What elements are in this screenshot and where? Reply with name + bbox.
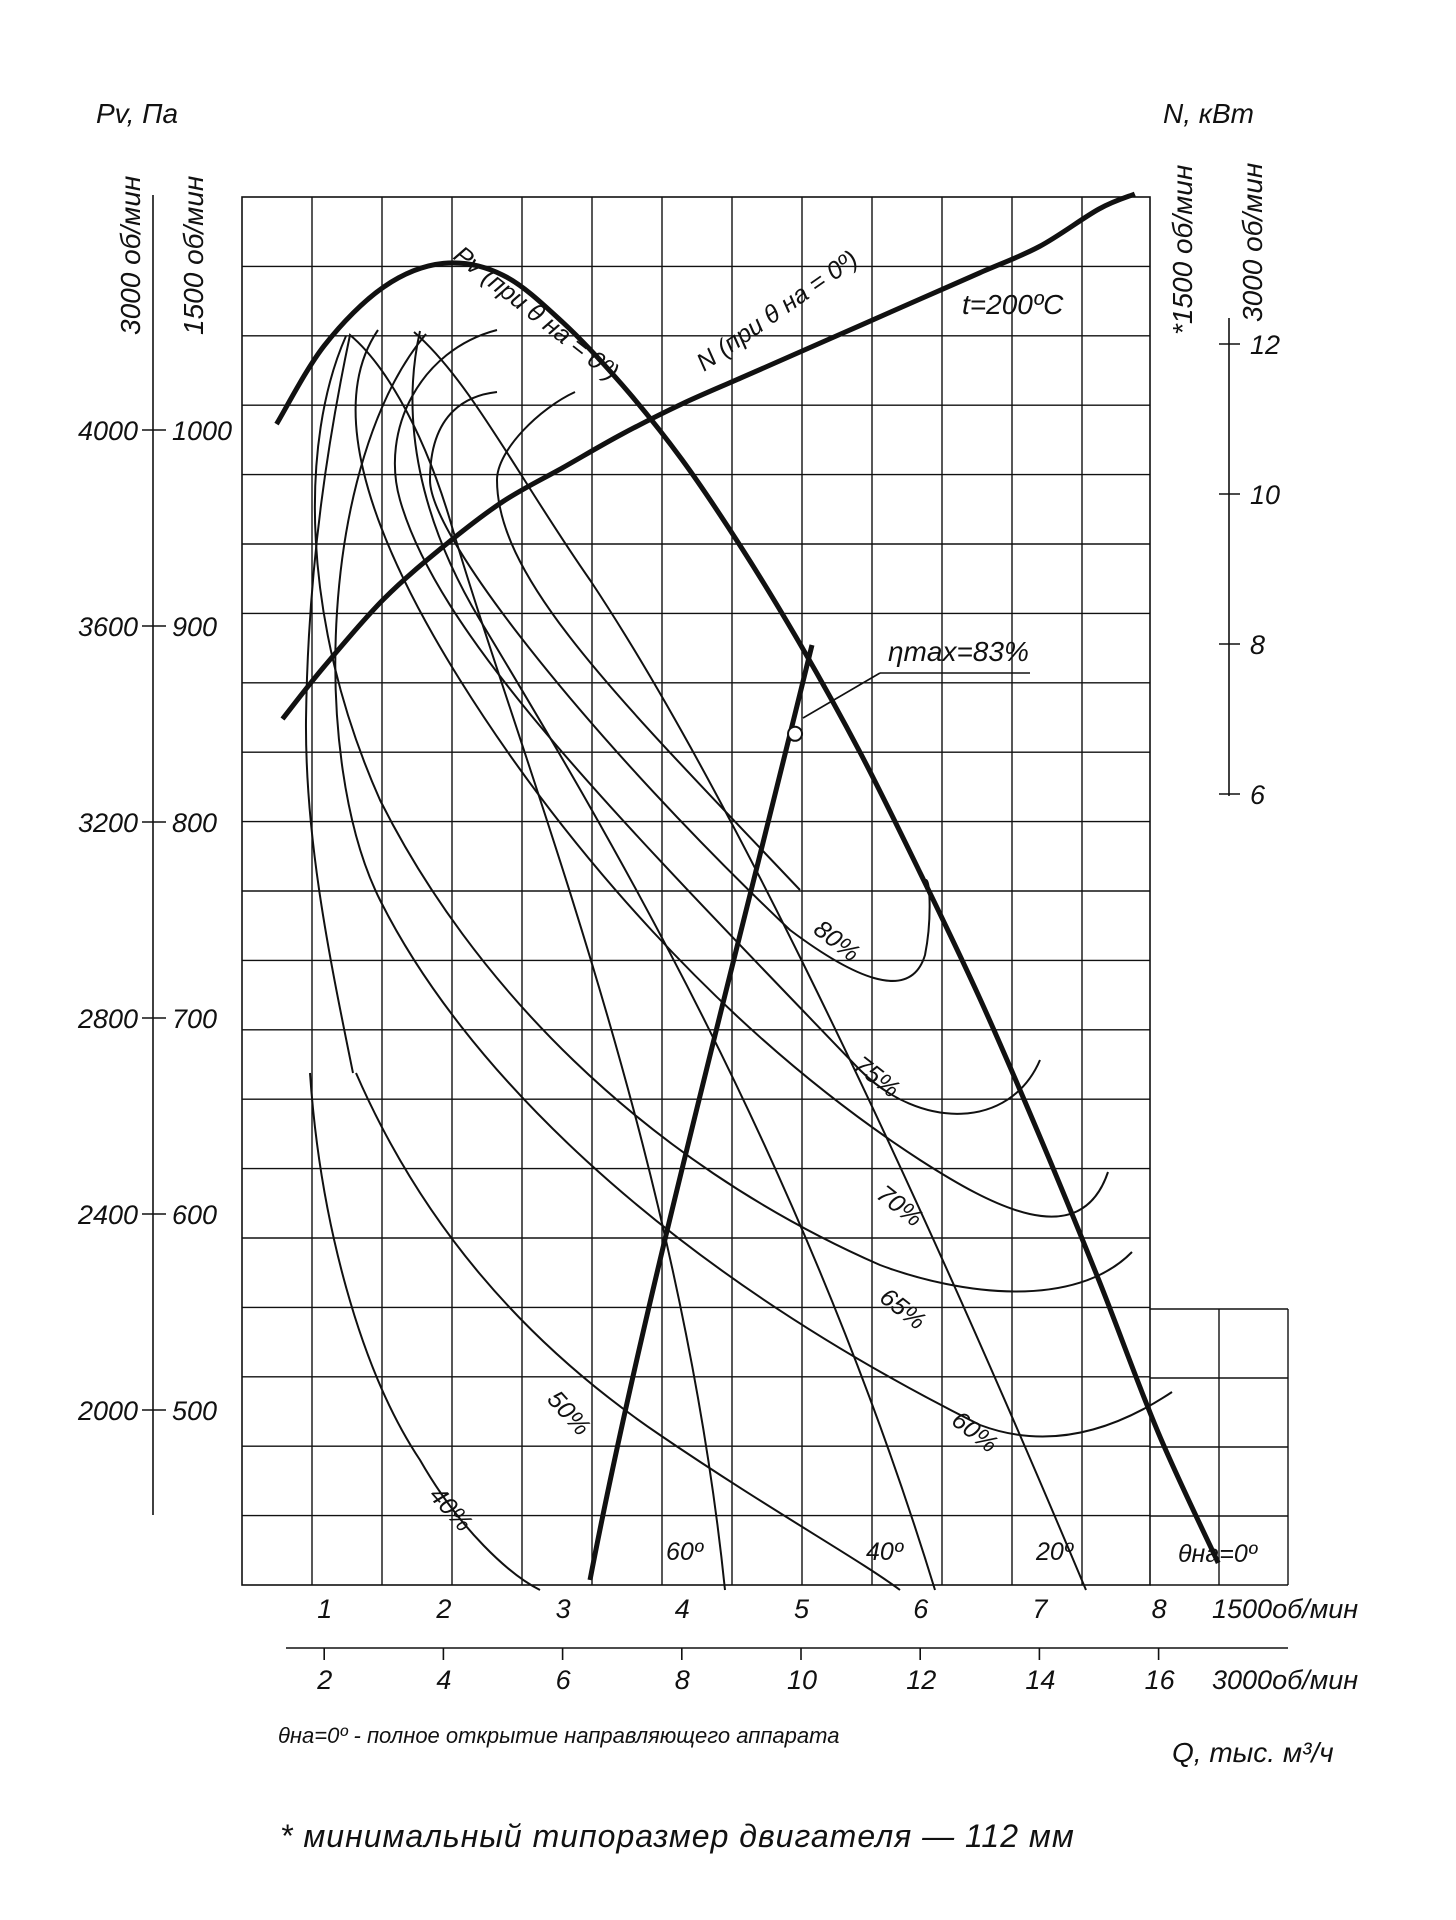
main-curves [274,191,1221,1581]
vane-curve-20 [413,331,1087,1591]
x-axis-3000-label: 3000об/мин [1212,1665,1358,1695]
vane-label-40: 40º [866,1538,905,1566]
left-axis-label: Pv, Па [96,98,178,129]
left-tick-label-3000: 2800 [77,1004,138,1034]
left-tick-label-1500: 900 [172,612,217,642]
left-tick-label-1500: 1000 [172,416,232,446]
left-axis: Pv, Па 3000 об/мин 1500 об/мин 4000 1000 3… [77,98,232,1515]
x-tick-label-1500: 2 [435,1594,451,1624]
efficiency-curve-70 [354,329,1109,1218]
eta-max-marker: ηmax=83% [787,636,1030,742]
pv-curve [274,260,1221,1564]
x-tick-label-1500: 3 [556,1594,571,1624]
x-axis-3000-ticks: 2 4 6 8 10 12 14 16 [316,1648,1176,1695]
left-tick-label-3000: 3600 [78,612,138,642]
x-tick-label-1500: 7 [1032,1594,1048,1624]
left-tick-label-1500: 500 [172,1396,217,1426]
eta-max-point [787,725,804,742]
x-tick-label-3000: 6 [556,1665,572,1695]
x-tick-label-3000: 4 [436,1665,451,1695]
vane-label-60: 60º [666,1538,705,1566]
efficiency-label-80: 80% [808,915,865,968]
left-axis-ticks: 4000 1000 3600 900 3200 800 2800 700 2400 600 2000… [77,416,232,1426]
x-tick-label-3000: 12 [906,1665,936,1695]
x-axis-1500-ticks: 1 2 3 4 5 6 7 8 [317,1594,1166,1624]
efficiency-curve-40 [309,1072,541,1591]
vane-curve-40 [411,330,936,1591]
efficiency-label-75: 75% [848,1051,905,1104]
motor-note: * минимальный типоразмер двигателя — 112… [280,1818,1075,1854]
right-tick-label: 10 [1250,480,1280,510]
left-axis-scale-3000: 3000 об/мин [115,176,146,335]
n-curve-label: N (при θ на = 0º) [691,245,863,377]
left-axis-scale-1500: 1500 об/мин [178,176,209,335]
left-tick-label-1500: 600 [172,1200,217,1230]
left-tick-label-3000: 2000 [77,1396,138,1426]
vane-label-20: 20º [1035,1538,1075,1566]
x-tick-label-3000: 2 [316,1665,332,1695]
efficiency-curve-65 [313,335,1133,1293]
horizontal-grid [242,265,1150,1517]
efficiency-curve-80-inner [495,391,801,891]
x-axis-unit: Q, тыс. м³/ч [1172,1737,1334,1768]
right-axis-ticks: 12 10 8 6 [1219,330,1280,810]
right-tick-label: 6 [1250,780,1266,810]
vane-angle-curves [304,330,1087,1591]
vane-footnote: θна=0º - полное открытие направляющего а… [278,1723,839,1748]
vane-label-0: θна=0º [1178,1540,1259,1568]
n-curve [280,191,1136,721]
x-axis-1500-label: 1500об/мин [1212,1594,1358,1624]
efficiency-label-70: 70% [871,1180,928,1233]
eta-max-leader [802,672,881,719]
efficiency-curve-60 [334,333,1173,1438]
pv-curve-label: Pv (при θ на = 0º) [448,241,624,387]
left-tick-label-1500: 800 [172,808,217,838]
x-tick-label-3000: 16 [1145,1665,1176,1695]
efficiency-curve-80 [428,391,931,982]
grid [241,196,1289,1586]
efficiency-label-40: 40% [424,1481,478,1537]
right-axis: N, кВт *1500 об/мин 3000 об/мин 12 10 8 6 [1163,98,1280,810]
left-tick-label-3000: 3200 [78,808,138,838]
efficiency-curves [309,329,1173,1591]
efficiency-label-50: 50% [542,1385,596,1441]
x-tick-label-1500: 6 [913,1594,929,1624]
efficiency-label-60: 60% [946,1406,1003,1459]
vane-curve-60 [304,333,726,1591]
x-tick-label-3000: 14 [1025,1665,1055,1695]
efficiency-label-65: 65% [874,1283,931,1336]
extension-grid [1150,1308,1289,1586]
right-tick-label: 8 [1250,630,1265,660]
x-tick-label-1500: 5 [794,1594,810,1624]
x-tick-label-1500: 8 [1152,1594,1167,1624]
temperature-label: t=200ºC [962,289,1064,320]
right-axis-scale-1500: *1500 об/мин [1167,165,1198,335]
x-tick-label-1500: 1 [317,1594,332,1624]
right-axis-scale-3000: 3000 об/мин [1237,163,1268,322]
operating-line [587,644,815,1581]
x-tick-label-1500: 4 [675,1594,690,1624]
efficiency-curve-75 [393,329,1041,1115]
right-tick-label: 12 [1250,330,1280,360]
eta-max-label: ηmax=83% [888,636,1029,667]
x-tick-label-3000: 10 [787,1665,817,1695]
right-axis-label: N, кВт [1163,98,1254,129]
left-tick-label-1500: 700 [172,1004,217,1034]
left-tick-label-3000: 4000 [78,416,138,446]
left-tick-label-3000: 2400 [77,1200,138,1230]
x-tick-label-3000: 8 [675,1665,690,1695]
